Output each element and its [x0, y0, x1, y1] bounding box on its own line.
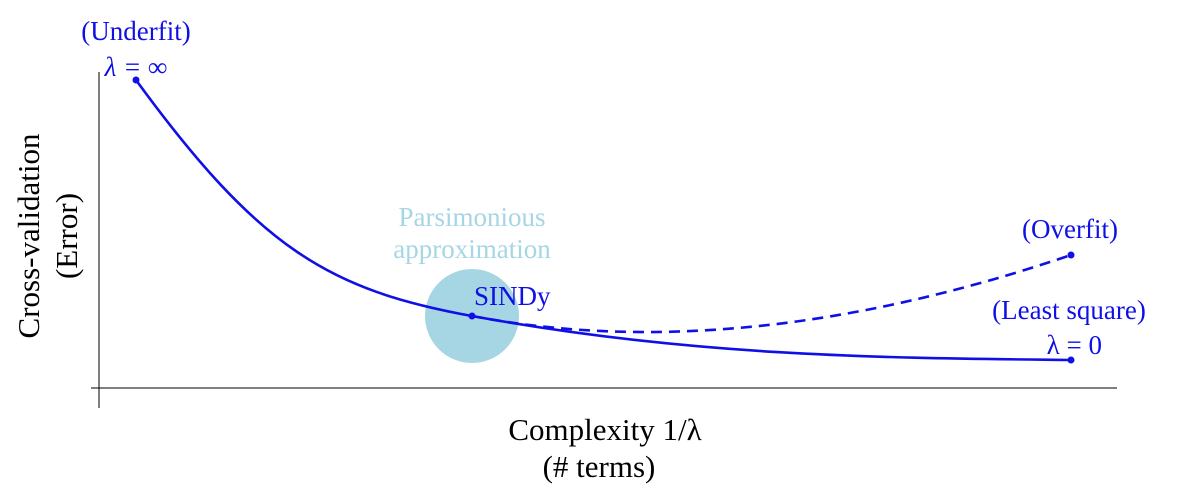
least-square-point — [1067, 356, 1075, 364]
overfit-label: (Overfit) — [1022, 214, 1118, 244]
cross-validation-curve — [134, 79, 1072, 362]
x-axis-label-line2: (# terms) — [543, 449, 656, 484]
overfit-curve — [471, 253, 1072, 334]
underfit-label: (Underfit) — [81, 16, 190, 46]
underfit-point — [132, 76, 140, 84]
sindy-label: SINDy — [474, 281, 551, 311]
y-axis-label-line1: Cross-validation — [11, 133, 46, 338]
parsimonious-label-line1: Parsimonious — [398, 202, 545, 232]
parsimonious-label-line2: approximation — [393, 234, 551, 264]
sindy-point — [468, 312, 476, 320]
lambda-zero-label: λ = 0 — [1047, 330, 1102, 360]
x-axis-label-line1: Complexity 1/λ — [508, 412, 701, 447]
y-axis-label-line2: (Error) — [49, 193, 84, 279]
overfit-point — [1067, 251, 1075, 259]
least-square-label: (Least square) — [992, 295, 1146, 325]
lambda-infinity-label: λ = ∞ — [104, 52, 168, 82]
